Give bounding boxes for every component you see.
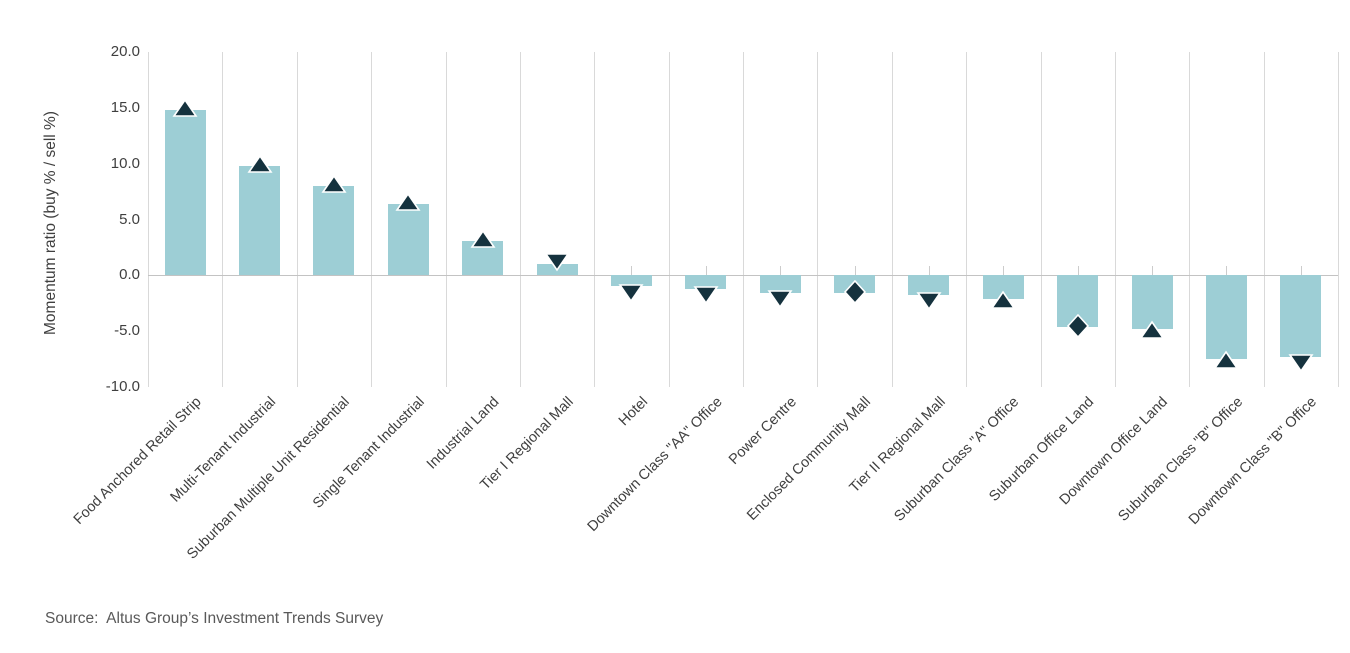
y-tick-label: -5.0 [114,322,140,340]
category-axis-tick [1003,266,1005,277]
bar-multi-tenant-industrial [239,165,281,276]
gridline-vertical [743,52,744,387]
trend-up-triangle-icon [990,288,1016,312]
gridline-vertical [148,52,149,387]
bar-suburban-class-b-office [1205,275,1247,360]
gridline-vertical [445,52,447,387]
bar-hotel [610,275,652,287]
gridline-vertical [1338,52,1339,387]
x-category-label-industrial-land: Industrial Land [423,394,503,473]
gridline-vertical [222,52,224,387]
trend-up-triangle-icon [247,152,273,176]
y-tick-label: 5.0 [119,210,140,228]
gridline-vertical [817,52,819,387]
category-axis-tick [1077,266,1079,277]
trend-up-triangle-icon [1213,348,1239,372]
x-category-label-hotel: Hotel [615,394,651,430]
x-category-label-suburban-class-a-office: Suburban Class "A" Office [891,394,1023,525]
category-axis-tick [631,266,633,277]
bar-downtown-office-land [1131,275,1173,329]
trend-up-triangle-icon [1139,318,1165,342]
trend-down-triangle-icon [618,281,644,305]
category-axis-tick [854,266,856,277]
source-note: Source: Altus Group’s Investment Trends … [45,610,384,627]
y-tick-label: 10.0 [110,154,140,172]
x-axis-category-labels: Food Anchored Retail Strip Multi-Tenant I… [71,392,1338,592]
gridline-vertical [966,52,968,387]
trend-down-triangle-icon [693,283,719,307]
trend-up-triangle-icon [470,227,496,251]
category-axis-tick [705,266,707,277]
bar-single-tenant-industrial [387,203,429,276]
gridline-vertical [519,52,521,387]
bar-downtown-class-aa-office [685,275,727,289]
category-axis-tick [1300,266,1302,277]
gridline-vertical [594,52,596,387]
category-axis-tick [1226,266,1228,277]
gridline-vertical [371,52,373,387]
gridline-vertical [1263,52,1265,387]
gridline-vertical [891,52,893,387]
x-category-label-power-centre: Power Centre [725,394,800,469]
bar-suburban-multiple-unit-residential [313,186,355,276]
gridline-vertical [1040,52,1042,387]
y-tick-label: 0.0 [119,266,140,284]
bar-power-centre [759,275,801,294]
trend-up-triangle-icon [172,96,198,120]
x-category-label-food-anchored-retail-strip: Food Anchored Retail Strip [70,394,205,528]
category-axis-tick [928,266,930,277]
trend-down-triangle-icon [544,250,570,274]
x-category-label-suburban-multiple-unit-residential: Suburban Multiple Unit Residential [184,394,354,563]
trend-unchanged-diamond-icon [842,279,868,305]
y-tick-label: -10.0 [105,378,140,395]
bar-tier-ii-regional-mall [908,275,950,296]
plot-area [148,52,1339,387]
y-tick-label: 15.0 [110,98,140,116]
trend-up-triangle-icon [321,172,347,196]
bar-food-anchored-retail-strip [164,110,206,276]
trend-down-triangle-icon [767,287,793,311]
bar-suburban-class-a-office [982,275,1024,299]
y-tick-label: 20.0 [110,43,140,60]
bar-downtown-class-b-office [1280,275,1322,357]
x-category-label-enclosed-community-mall: Enclosed Community Mall [744,394,874,524]
trend-up-triangle-icon [395,190,421,214]
gridline-vertical [1189,52,1191,387]
category-axis-tick [780,266,782,277]
trend-down-triangle-icon [1288,351,1314,375]
gridline-vertical [1114,52,1116,387]
x-category-label-downtown-class-b-office: Downtown Class "B" Office [1186,394,1321,529]
x-category-label-downtown-class-aa-office: Downtown Class "AA" Office [584,394,726,535]
trend-down-triangle-icon [916,289,942,313]
trend-unchanged-diamond-icon [1065,313,1091,338]
x-axis-line [148,275,1338,277]
x-category-label-suburban-class-b-office: Suburban Class "B" Office [1115,394,1246,525]
category-axis-tick [1152,266,1154,277]
gridline-vertical [668,52,670,387]
gridline-vertical [296,52,298,387]
